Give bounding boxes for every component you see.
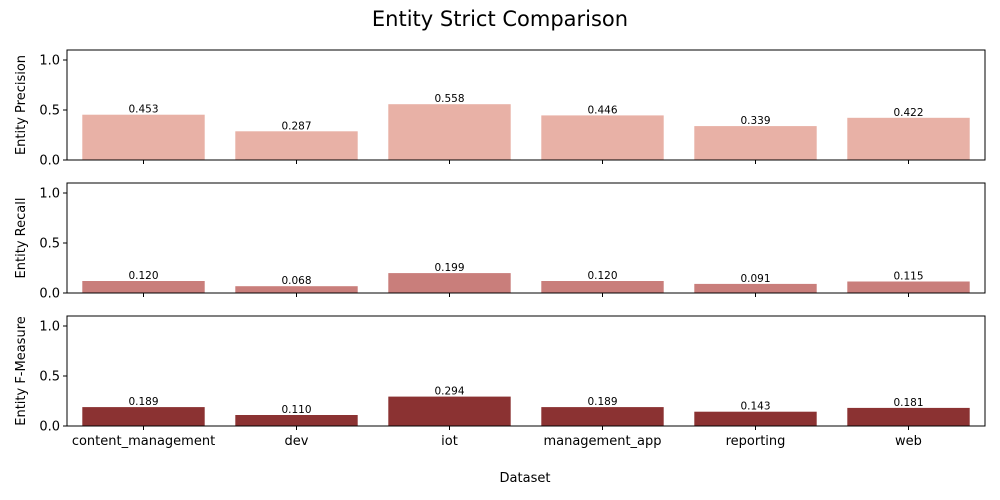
data-label-iot: 0.199 (434, 262, 464, 274)
data-label-dev: 0.068 (281, 275, 311, 287)
data-label-reporting: 0.143 (740, 401, 770, 413)
x-tick-label-reporting: reporting (726, 434, 786, 449)
data-label-content_management: 0.189 (128, 396, 158, 408)
y-tick-label: 1.0 (39, 187, 60, 202)
data-label-web: 0.422 (893, 107, 923, 119)
bar-web (847, 407, 970, 426)
data-label-content_management: 0.120 (128, 270, 158, 282)
bar-management_app (541, 281, 664, 293)
bar-dev (235, 415, 358, 426)
bar-management_app (541, 115, 664, 160)
axes-frame (66, 49, 986, 161)
data-label-iot: 0.558 (434, 93, 464, 105)
y-tick-label: 0.5 (39, 104, 60, 119)
panel-2: 0.120 0.068 0.199 0.120 0.091 0.115 0.0 0.5 1.0 E… (14, 182, 986, 302)
y-tick-label: 1.0 (39, 54, 60, 69)
data-label-management_app: 0.446 (587, 104, 617, 116)
bar-dev (235, 286, 358, 293)
bar-iot (388, 104, 511, 160)
y-tick-label: 0.0 (39, 154, 60, 169)
bar-management_app (541, 407, 664, 426)
axes-frame (66, 315, 986, 427)
bar-content_management (82, 114, 205, 160)
chart-title: Entity Strict Comparison (372, 7, 628, 31)
bar-iot (388, 273, 511, 293)
data-label-web: 0.181 (893, 397, 923, 409)
data-label-management_app: 0.189 (587, 396, 617, 408)
axes-frame (66, 182, 986, 294)
y-tick-label: 0.5 (39, 237, 60, 252)
x-tick-label-content_management: content_management (72, 434, 215, 449)
y-axis-label: Entity Precision (14, 55, 29, 155)
bar-dev (235, 131, 358, 160)
bar-web (847, 117, 970, 160)
x-tick-label-dev: dev (285, 434, 309, 449)
bar-content_management (82, 281, 205, 293)
bar-reporting (694, 411, 817, 426)
data-label-iot: 0.294 (434, 386, 464, 398)
x-tick-label-web: web (895, 434, 922, 449)
data-label-reporting: 0.091 (740, 273, 770, 285)
data-label-dev: 0.110 (281, 404, 311, 416)
data-label-content_management: 0.453 (128, 104, 158, 116)
bar-web (847, 281, 970, 293)
y-tick-label: 0.0 (39, 420, 60, 435)
x-tick-label-iot: iot (441, 434, 458, 449)
data-label-reporting: 0.339 (740, 115, 770, 127)
bar-reporting (694, 283, 817, 293)
y-axis-label: Entity Recall (14, 198, 29, 279)
x-tick-label-management_app: management_app (543, 434, 661, 449)
y-tick-label: 0.5 (39, 370, 60, 385)
panel-1: 0.453 0.287 0.558 0.446 0.339 0.422 0.0 0.5 1.0 E… (14, 49, 986, 169)
data-label-web: 0.115 (893, 271, 923, 283)
y-axis-label: Entity F-Measure (14, 316, 29, 426)
y-tick-label: 0.0 (39, 287, 60, 302)
bar-content_management (82, 407, 205, 426)
bar-reporting (694, 126, 817, 160)
panels: 0.453 0.287 0.558 0.446 0.339 0.422 0.0 0.5 1.0 E… (14, 49, 986, 449)
data-label-management_app: 0.120 (587, 270, 617, 282)
y-tick-label: 1.0 (39, 320, 60, 335)
x-axis-label: Dataset (500, 471, 551, 486)
panel-3: 0.189 0.110 0.294 0.189 0.143 0.181 0.0 0.5 1.0 c… (14, 315, 986, 449)
bar-iot (388, 396, 511, 426)
data-label-dev: 0.287 (281, 120, 311, 132)
